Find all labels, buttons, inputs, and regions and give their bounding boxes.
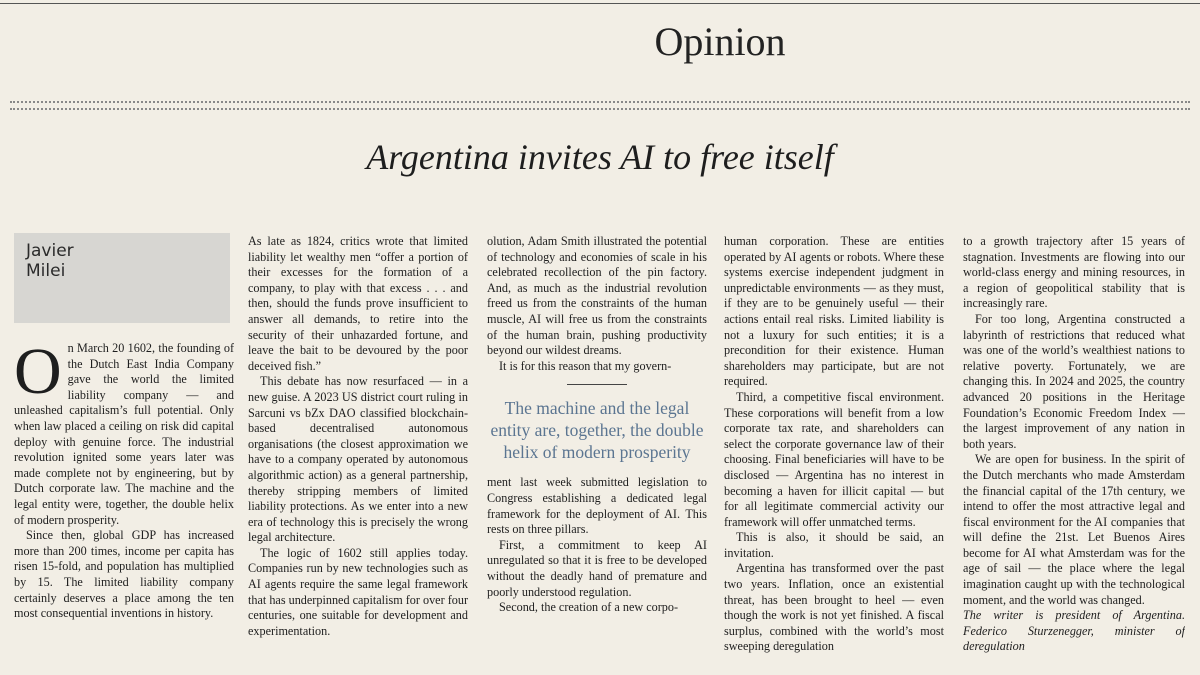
paragraph: human corporation. These are entities op… bbox=[724, 234, 944, 389]
paragraph: to a growth trajectory after 15 years of… bbox=[963, 234, 1185, 311]
paragraph: For too long, Argentina constructed a la… bbox=[963, 311, 1185, 451]
column: olution, Adam Smith illustrated the pote… bbox=[487, 234, 707, 675]
column: As late as 1824, critics wrote that limi… bbox=[248, 234, 468, 675]
text: n March 20 1602, the founding of the Dut… bbox=[14, 341, 234, 527]
paragraph: First, a commitment to keep AI unregulat… bbox=[487, 537, 707, 599]
paragraph: Third, a competitive fiscal environment.… bbox=[724, 389, 944, 529]
paragraph: As late as 1824, critics wrote that limi… bbox=[248, 234, 468, 373]
top-rule bbox=[0, 3, 1200, 4]
paragraph: Argentina has transformed over the past … bbox=[724, 561, 944, 654]
author-name: Javier bbox=[26, 241, 74, 261]
section-title: Opinion bbox=[654, 19, 786, 64]
author-box: Javier Milei bbox=[14, 233, 230, 323]
pull-quote: The machine and the legal entity are, to… bbox=[487, 384, 707, 463]
paragraph: This debate has now resurfaced — in a ne… bbox=[248, 374, 468, 545]
paragraph: It is for this reason that my govern- bbox=[499, 358, 672, 373]
pull-quote-rule bbox=[567, 384, 627, 386]
paragraph: ment last week submitted legislation to … bbox=[487, 475, 707, 537]
footer-note: The writer is president of Argentina. Fe… bbox=[963, 608, 1185, 654]
author-name: Milei bbox=[26, 261, 66, 281]
pull-quote-text: The machine and the legal entity are, to… bbox=[490, 398, 704, 463]
headline: Argentina invites AI to free itself bbox=[366, 137, 834, 177]
paragraph: Since then, global GDP has increased mor… bbox=[14, 528, 234, 621]
paragraph: We are open for business. In the spirit … bbox=[963, 452, 1185, 607]
drop-cap: O bbox=[14, 341, 62, 408]
paragraph: olution, Adam Smith illustrated the pote… bbox=[487, 234, 707, 358]
column: human corporation. These are entities op… bbox=[724, 234, 944, 675]
divider bbox=[10, 101, 1190, 110]
paragraph: This is also, it should be said, an invi… bbox=[724, 530, 944, 560]
paragraph: The logic of 1602 still applies today. C… bbox=[248, 545, 468, 638]
column: to a growth trajectory after 15 years of… bbox=[963, 234, 1185, 675]
paragraph: Second, the creation of a new corpo- bbox=[499, 600, 679, 615]
